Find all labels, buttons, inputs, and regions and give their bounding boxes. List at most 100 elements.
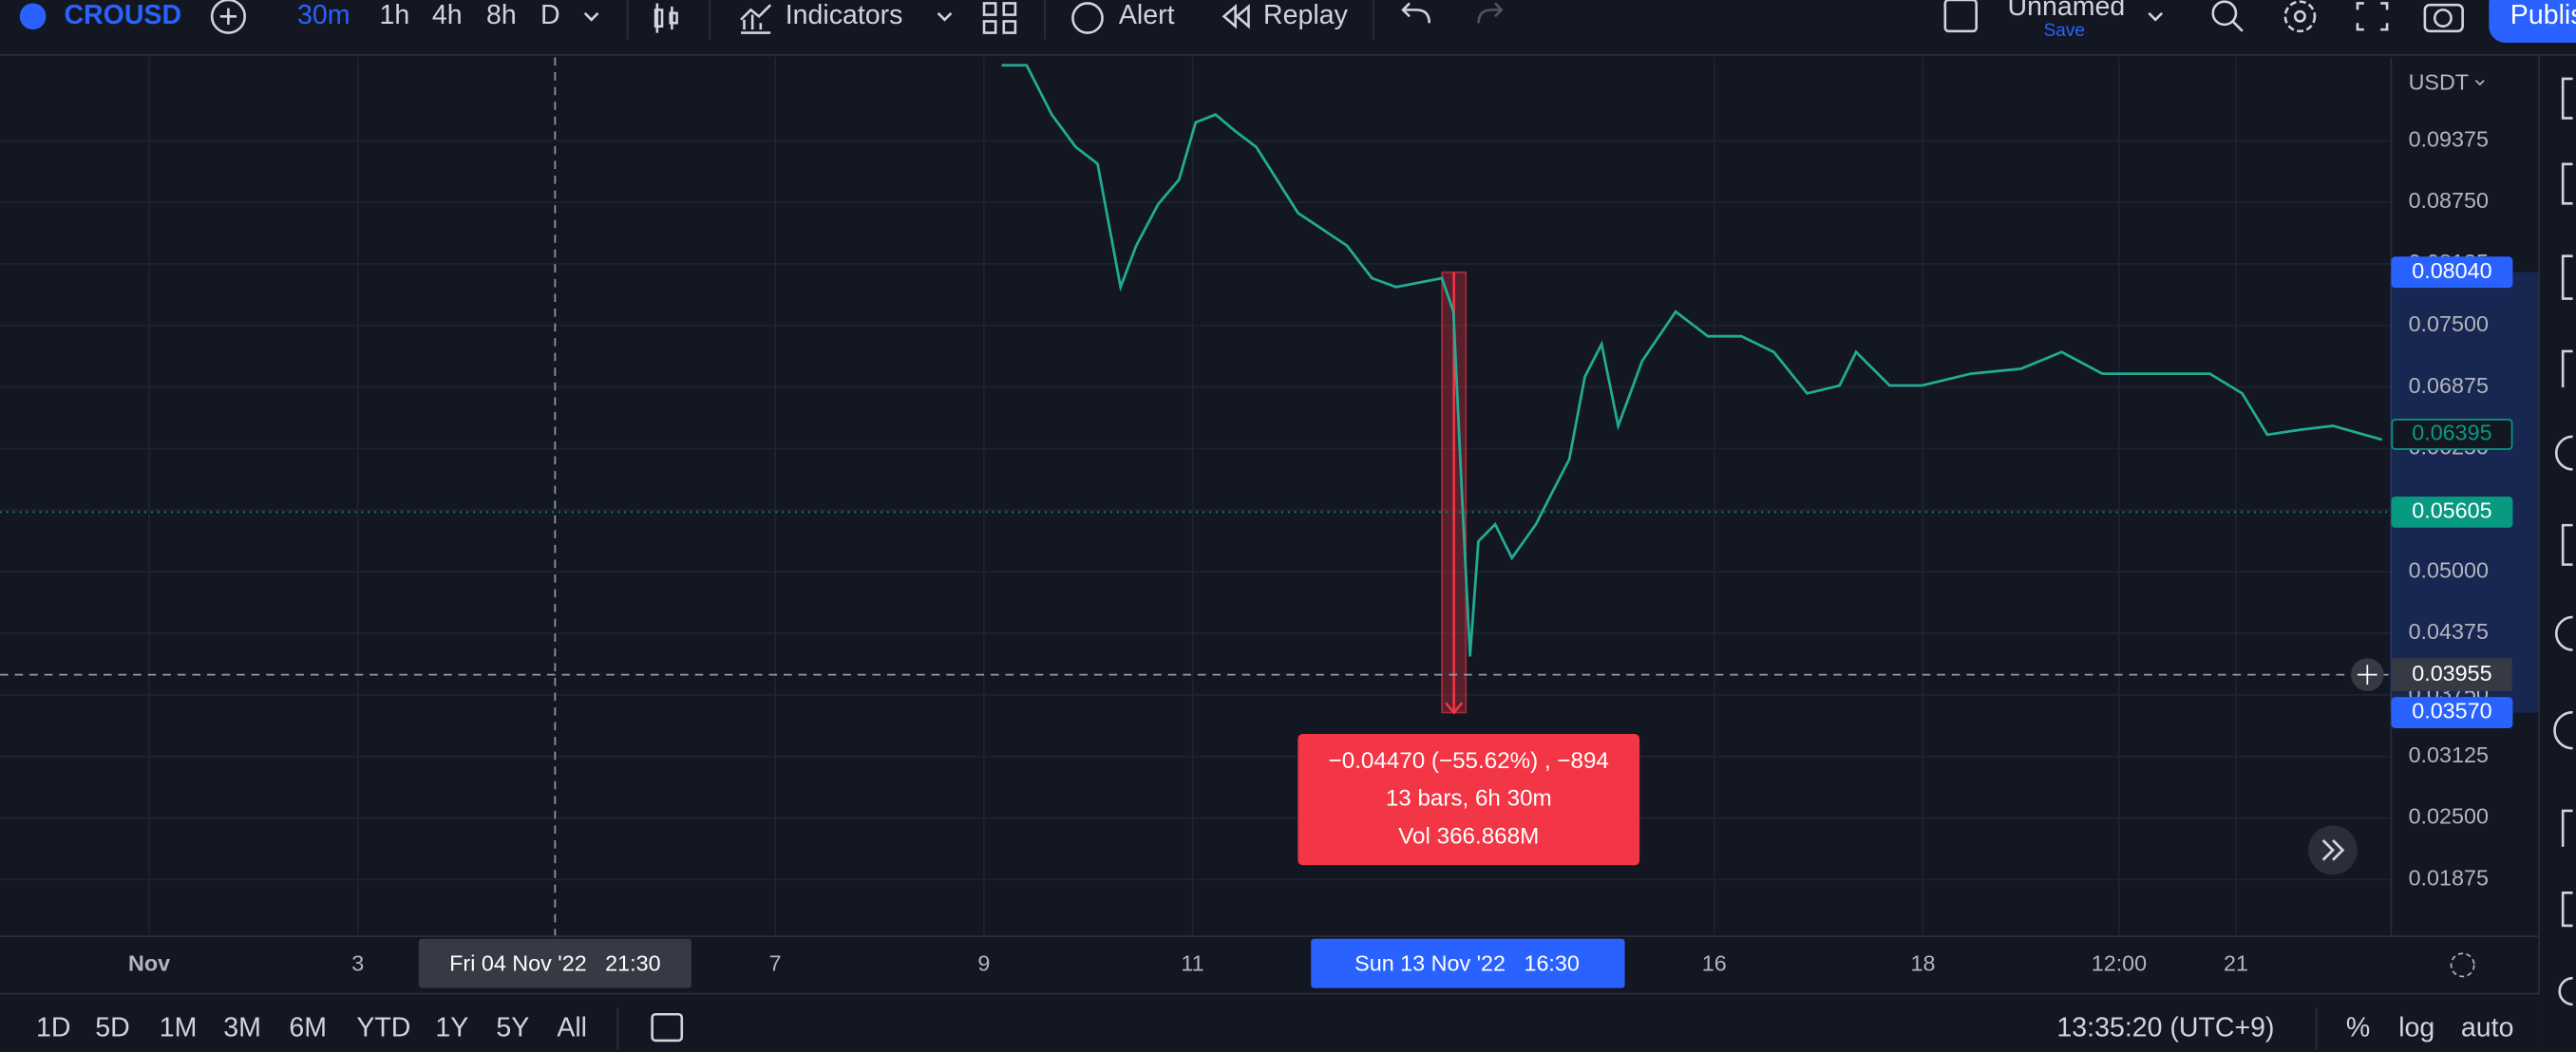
add-alert-icon — [2357, 665, 2377, 685]
add-symbol[interactable] — [210, 0, 247, 34]
symbol[interactable]: CROUSD — [64, 0, 181, 30]
price-badge-label: 0.05605 — [2412, 498, 2491, 523]
x-tick-label: 16 — [1702, 951, 1727, 976]
x-tick-label: Nov — [128, 951, 170, 976]
go-to-date[interactable] — [651, 1012, 684, 1043]
interval[interactable]: 8h — [486, 0, 517, 30]
crosshair-y-label: 0.03955 — [2412, 661, 2491, 686]
indicators-menu[interactable] — [937, 11, 953, 22]
plot: 0.093750.087500.081250.075000.068750.062… — [0, 57, 2539, 993]
layout-name[interactable]: Unnamed — [2008, 0, 2126, 22]
range[interactable]: 1M — [160, 1012, 198, 1043]
y-tick-label: 0.08750 — [2409, 188, 2489, 213]
interval[interactable]: 4h — [432, 0, 463, 30]
redo[interactable] — [1477, 2, 1504, 24]
axis-settings[interactable] — [2450, 952, 2475, 978]
y-tick-label: 0.07500 — [2409, 311, 2489, 336]
save[interactable]: Save — [2044, 21, 2085, 41]
y-tick-label: 0.04375 — [2409, 619, 2489, 644]
x-tick-label: 7 — [769, 951, 782, 976]
range[interactable]: 3M — [223, 1012, 261, 1043]
price-badge-label: 0.08040 — [2412, 258, 2491, 283]
range[interactable]: YTD — [356, 1012, 410, 1043]
selection-axis-band — [2390, 272, 2539, 713]
plus — [219, 8, 237, 25]
alert-icon[interactable] — [1071, 2, 1104, 34]
price-badge-label: 0.03570 — [2412, 699, 2491, 723]
price-axis — [2390, 57, 2539, 936]
price-badge — [2391, 697, 2513, 728]
selection-x-label: Sun 13 Nov '22 16:30 — [1354, 951, 1580, 976]
currency-menu — [2474, 80, 2485, 86]
range[interactable]: 6M — [289, 1012, 327, 1043]
bottom-bar — [0, 992, 2540, 1052]
x-tick-label: 11 — [1181, 951, 1203, 976]
scale-option[interactable]: auto — [2461, 1012, 2514, 1043]
interval[interactable]: 30m — [297, 0, 350, 30]
measure-tooltip-line: 13 bars, 6h 30m — [1386, 786, 1552, 812]
clock[interactable]: 13:35:20 (UTC+9) — [2056, 1012, 2274, 1043]
selection-x-badge — [1311, 938, 1625, 988]
currency: USDT — [2409, 69, 2470, 94]
scale-option[interactable]: % — [2346, 1012, 2370, 1043]
y-tick-label: 0.05000 — [2409, 557, 2489, 582]
price-badge-label: 0.06395 — [2412, 421, 2491, 445]
range[interactable]: 5Y — [496, 1012, 529, 1043]
screenshot[interactable] — [2423, 3, 2464, 33]
lens — [2433, 9, 2453, 28]
price-badge — [2391, 256, 2513, 289]
alert[interactable]: Alert — [1119, 0, 1175, 30]
fullscreen[interactable] — [2356, 2, 2389, 31]
sidebar-icons[interactable] — [2553, 77, 2573, 1006]
settings[interactable] — [2283, 0, 2317, 33]
publish[interactable]: Publis — [2510, 0, 2576, 30]
x-tick-label: 12:00 — [2092, 951, 2147, 976]
search-handle — [2231, 20, 2244, 32]
interval[interactable]: 1h — [380, 0, 410, 30]
measure-tooltip — [1297, 734, 1640, 866]
measure-arrowhead — [1445, 702, 1464, 715]
settings-core — [2293, 9, 2306, 23]
measure-tooltip-line: −0.04470 (−55.62%) , −894 — [1329, 748, 1609, 774]
price-line — [1001, 64, 2383, 657]
measure-tooltip-line: Vol 366.868M — [1398, 823, 1539, 849]
undo[interactable] — [1401, 2, 1431, 24]
price-badge — [2391, 496, 2513, 528]
range[interactable]: All — [557, 1012, 587, 1043]
replay-icon[interactable] — [1222, 4, 1250, 29]
y-tick-label: 0.03125 — [2409, 742, 2489, 767]
y-tick-label: 0.02500 — [2409, 804, 2489, 829]
y-tick-label: 0.06875 — [2409, 373, 2489, 398]
x-tick-label: 9 — [977, 951, 990, 976]
scroll-icon — [2321, 839, 2345, 861]
range[interactable]: 5D — [95, 1012, 129, 1043]
x-tick-label: 3 — [351, 951, 364, 976]
time-axis — [0, 935, 2539, 993]
interval-menu[interactable] — [583, 11, 599, 22]
indicators-icon[interactable] — [740, 4, 772, 34]
layout-menu[interactable] — [2148, 11, 2164, 22]
y-tick-label: 0.09375 — [2409, 126, 2489, 151]
logo[interactable] — [19, 3, 47, 30]
scale-option[interactable]: log — [2398, 1012, 2434, 1043]
right-sidebar — [2539, 55, 2576, 1052]
layouts[interactable] — [982, 2, 1017, 34]
toolbar — [0, 0, 2576, 55]
crosshair-x-label: Fri 04 Nov '22 21:30 — [449, 951, 660, 976]
x-tick-label: 18 — [1910, 951, 1935, 976]
search[interactable] — [2211, 0, 2238, 27]
price-badge — [2391, 418, 2513, 450]
range[interactable]: 1Y — [435, 1012, 468, 1043]
indicators[interactable]: Indicators — [786, 0, 903, 30]
interval[interactable]: D — [540, 0, 560, 30]
range[interactable]: 1D — [36, 1012, 70, 1043]
y-tick-label: 0.01875 — [2409, 866, 2489, 891]
crosshair-x-badge — [418, 938, 691, 988]
replay[interactable]: Replay — [1263, 0, 1349, 30]
chart-style[interactable] — [653, 3, 678, 33]
layout-checkbox[interactable] — [1943, 0, 1978, 33]
crosshair-y-badge — [2392, 658, 2512, 691]
publish-button[interactable] — [2489, 0, 2576, 43]
